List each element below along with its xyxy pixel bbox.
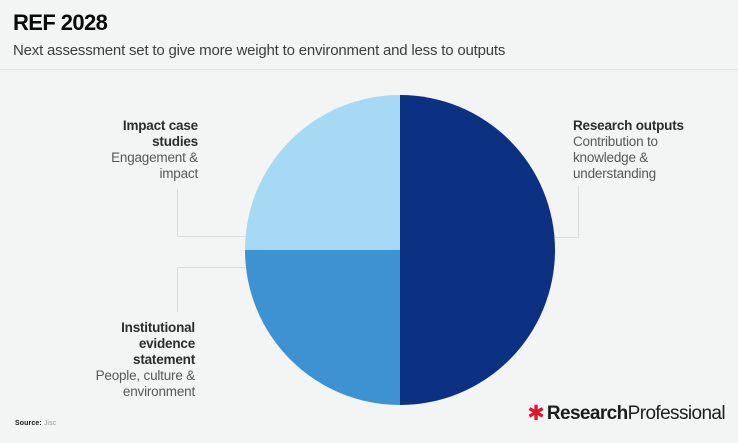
pie-chart (245, 95, 555, 405)
connector-line-institutional (177, 267, 246, 312)
logo-text-bold: Research (546, 403, 628, 424)
source-label: Source: (15, 420, 42, 427)
source-value: Jisc (43, 420, 57, 427)
page-subtitle: Next assessment set to give more weight … (13, 42, 506, 60)
research-professional-logo: ✱ Research Professional (527, 400, 725, 428)
connector-line-impact (177, 189, 246, 237)
callout-subtitle: People, culture & environment (95, 368, 196, 399)
callout-title: Research outputs (573, 118, 684, 133)
header: REF 2028 Next assessment set to give mor… (13, 10, 725, 59)
callout-title: Institutional evidence statement (121, 320, 195, 367)
callout-title: Impact case studies (122, 118, 198, 149)
callout-research-outputs: Research outputs Contribution to knowled… (573, 118, 705, 182)
page-title: REF 2028 (13, 10, 108, 35)
callout-institutional-evidence-statement: Institutional evidence statement People,… (83, 320, 196, 400)
asterisk-icon: ✱ (527, 401, 545, 425)
connector-line-research (555, 186, 579, 238)
callout-impact-case-studies: Impact case studies Engagement & impact (106, 118, 198, 182)
header-divider (0, 69, 738, 70)
callout-subtitle: Engagement & impact (111, 150, 198, 181)
logo-text-regular: Professional (627, 403, 726, 424)
source-note: Source: Jisc (15, 420, 56, 427)
callout-subtitle: Contribution to knowledge & understandin… (573, 134, 658, 181)
